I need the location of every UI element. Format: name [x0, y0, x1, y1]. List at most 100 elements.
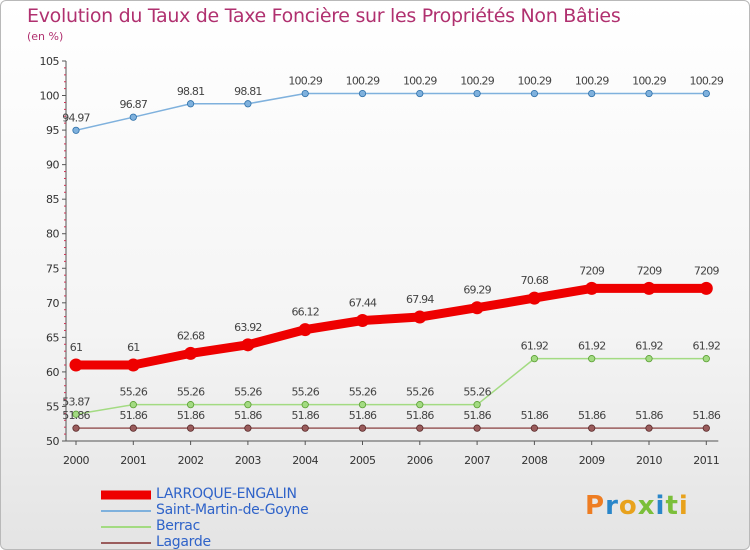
- x-tick-label: 2000: [63, 454, 89, 467]
- data-label: 100.29: [632, 75, 666, 88]
- data-label: 7209: [637, 264, 663, 277]
- data-point: [416, 89, 424, 98]
- data-point: [470, 301, 484, 315]
- data-point: [702, 89, 710, 98]
- data-point: [69, 358, 83, 372]
- data-point: [356, 314, 369, 328]
- data-label: 51.86: [463, 409, 491, 422]
- data-label: 67.94: [406, 293, 434, 306]
- data-label: 51.86: [406, 409, 434, 422]
- data-point: [126, 358, 140, 372]
- x-tick-label: 2003: [235, 454, 261, 467]
- data-label: 61: [127, 341, 139, 354]
- plot-area: [69, 89, 713, 432]
- data-label: 100.29: [689, 75, 723, 88]
- y-tick-label: 75: [46, 262, 59, 275]
- data-labels: 51.86 51.86 51.86 51.86 51.86 51.86 51.86 51.86…: [62, 75, 724, 423]
- logo-letter: r: [605, 491, 619, 521]
- logo-letter: P: [585, 491, 606, 521]
- data-point: [358, 424, 367, 432]
- data-label: 53.87: [62, 395, 90, 408]
- x-tick-label: 2011: [693, 454, 719, 467]
- x-tick-label: 2006: [407, 454, 433, 467]
- logo-letter: o: [618, 491, 638, 521]
- data-label: 100.29: [288, 75, 322, 88]
- data-point: [187, 100, 195, 108]
- data-label: 51.86: [62, 409, 90, 422]
- data-point: [527, 291, 541, 305]
- data-point: [301, 401, 309, 409]
- data-point: [244, 100, 252, 108]
- y-tick-label: 50: [46, 435, 59, 448]
- series-line-LARROQUE-ENGALIN: [71, 283, 711, 370]
- data-point: [184, 346, 198, 360]
- y-tick-label: 55: [46, 400, 59, 413]
- logo-letter: t: [665, 491, 679, 521]
- data-point: [72, 424, 80, 432]
- chart-title: Evolution du Taux de Taxe Foncière sur l…: [27, 5, 621, 27]
- data-label: 51.86: [120, 409, 148, 422]
- data-point: [129, 113, 137, 121]
- data-label: 51.86: [635, 409, 663, 422]
- y-tick-label: 80: [46, 228, 59, 241]
- y-tick-label: 100: [40, 90, 60, 103]
- data-point: [244, 401, 252, 409]
- data-point: [244, 424, 252, 432]
- data-point: [585, 281, 599, 295]
- data-label: 55.26: [291, 386, 319, 399]
- series-line-Berrac: [75, 357, 708, 416]
- data-point: [416, 424, 424, 432]
- data-label: 55.26: [463, 386, 491, 399]
- data-point: [473, 89, 481, 98]
- legend-swatch: [101, 526, 151, 528]
- data-point: [298, 323, 312, 337]
- data-point: [530, 355, 539, 363]
- legend-swatch: [101, 490, 151, 500]
- unit-label: (en %): [27, 30, 64, 43]
- data-point: [645, 89, 653, 98]
- data-point: [473, 401, 481, 409]
- data-label: 61.92: [693, 340, 721, 353]
- data-label: 61.92: [521, 340, 549, 353]
- data-point: [530, 89, 539, 98]
- data-point: [588, 424, 596, 432]
- data-label: 55.26: [234, 386, 262, 399]
- data-label: 55.26: [406, 386, 434, 399]
- data-point: [702, 424, 710, 432]
- data-label: 66.12: [291, 306, 319, 319]
- data-label: 67.44: [349, 297, 377, 310]
- data-label: 96.87: [120, 98, 148, 111]
- legend-label: Saint-Martin-de-Goyne: [156, 502, 309, 518]
- data-point: [129, 424, 137, 432]
- data-label: 55.26: [120, 386, 148, 399]
- legend-label: Berrac: [156, 518, 200, 534]
- data-point: [241, 338, 255, 352]
- data-label: 100.29: [575, 75, 609, 88]
- data-point: [413, 310, 427, 324]
- logo-letter: i: [655, 491, 666, 521]
- data-label: 100.29: [460, 75, 494, 88]
- data-label: 98.81: [177, 85, 205, 98]
- data-point: [645, 355, 653, 363]
- legend-swatch: [101, 542, 151, 544]
- y-tick-label: 65: [46, 331, 59, 344]
- data-point: [699, 281, 713, 295]
- x-tick-label: 2004: [292, 454, 318, 467]
- data-point: [301, 89, 309, 98]
- data-label: 98.81: [234, 85, 262, 98]
- data-point: [129, 401, 137, 409]
- data-label: 51.86: [578, 409, 606, 422]
- data-label: 94.97: [62, 111, 90, 124]
- data-label: 61.92: [578, 340, 606, 353]
- data-label: 62.68: [177, 329, 205, 342]
- data-point: [473, 424, 481, 432]
- data-point: [588, 89, 596, 98]
- data-label: 7209: [579, 264, 605, 277]
- data-label: 55.26: [177, 386, 205, 399]
- data-point: [358, 89, 367, 98]
- data-label: 51.86: [521, 409, 549, 422]
- x-tick-label: 2007: [464, 454, 490, 467]
- data-point: [72, 126, 80, 134]
- data-label: 63.92: [234, 321, 262, 334]
